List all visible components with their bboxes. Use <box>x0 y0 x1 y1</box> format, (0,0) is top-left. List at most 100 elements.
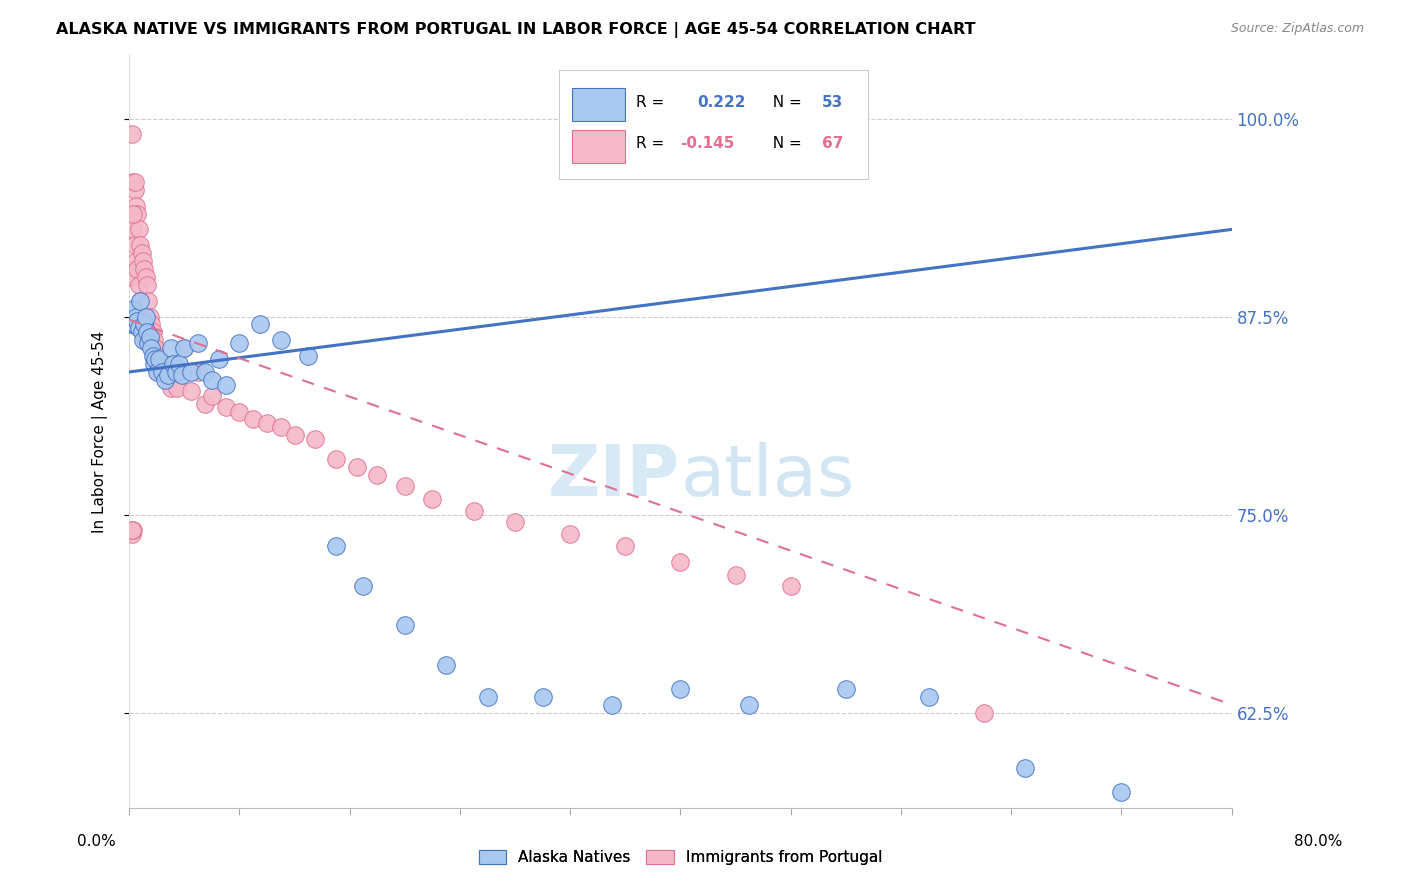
Point <box>159 381 181 395</box>
Point <box>139 330 162 344</box>
Point <box>170 368 193 383</box>
Point <box>201 373 224 387</box>
FancyBboxPatch shape <box>560 70 868 179</box>
Point <box>136 277 159 292</box>
Point <box>304 432 326 446</box>
Point <box>973 706 995 720</box>
Point <box>180 365 202 379</box>
Point <box>187 365 209 379</box>
FancyBboxPatch shape <box>572 88 626 121</box>
Point <box>148 357 170 371</box>
Legend: Alaska Natives, Immigrants from Portugal: Alaska Natives, Immigrants from Portugal <box>472 844 889 871</box>
Point <box>125 254 148 268</box>
Point <box>166 381 188 395</box>
Point <box>394 618 416 632</box>
Point <box>122 301 145 316</box>
Point <box>180 384 202 398</box>
Point <box>122 175 145 189</box>
Point <box>165 365 187 379</box>
Point <box>194 365 217 379</box>
Point <box>1111 785 1133 799</box>
Point <box>270 333 292 347</box>
Point <box>134 262 156 277</box>
Text: atlas: atlas <box>681 442 855 511</box>
Point <box>121 128 143 142</box>
Point <box>142 326 165 340</box>
Point <box>162 357 184 371</box>
Point <box>128 222 150 236</box>
Point <box>120 269 142 284</box>
Point <box>242 412 264 426</box>
Point <box>129 238 152 252</box>
Point <box>135 310 157 324</box>
Point <box>256 416 278 430</box>
Point <box>917 690 939 704</box>
Point <box>121 318 143 332</box>
Point <box>394 479 416 493</box>
Point <box>297 349 319 363</box>
Text: 0.222: 0.222 <box>697 95 745 110</box>
Point <box>325 452 347 467</box>
Point <box>366 467 388 482</box>
Point <box>560 526 582 541</box>
Text: ZIP: ZIP <box>548 442 681 511</box>
Point <box>270 420 292 434</box>
Point <box>669 555 692 569</box>
Point <box>122 206 145 220</box>
Point <box>127 314 149 328</box>
Point <box>141 318 163 332</box>
Point <box>136 326 159 340</box>
Point <box>128 320 150 334</box>
Point <box>503 516 526 530</box>
Point <box>228 404 250 418</box>
Text: N =: N = <box>763 95 801 110</box>
Point <box>132 318 155 332</box>
Point <box>135 269 157 284</box>
Point <box>121 318 143 332</box>
Text: Source: ZipAtlas.com: Source: ZipAtlas.com <box>1230 22 1364 36</box>
Point <box>143 357 166 371</box>
Point <box>150 365 173 379</box>
Point <box>128 277 150 292</box>
Text: 67: 67 <box>821 136 844 152</box>
Point <box>132 333 155 347</box>
Point <box>148 352 170 367</box>
Point <box>835 681 858 696</box>
Point <box>129 293 152 308</box>
Point <box>124 183 146 197</box>
Point <box>738 698 761 712</box>
Point <box>120 318 142 332</box>
Text: ALASKA NATIVE VS IMMIGRANTS FROM PORTUGAL IN LABOR FORCE | AGE 45-54 CORRELATION: ALASKA NATIVE VS IMMIGRANTS FROM PORTUGA… <box>56 22 976 38</box>
Point <box>135 333 157 347</box>
Point <box>1014 761 1036 775</box>
Point <box>214 377 236 392</box>
Point <box>131 310 153 324</box>
Point <box>145 365 167 379</box>
Point <box>142 349 165 363</box>
Point <box>131 246 153 260</box>
Point <box>143 352 166 367</box>
Point <box>173 341 195 355</box>
Point <box>156 368 179 383</box>
Point <box>153 373 176 387</box>
Point <box>138 336 160 351</box>
Text: N =: N = <box>763 136 801 152</box>
Point <box>214 400 236 414</box>
Point <box>145 349 167 363</box>
Point <box>159 341 181 355</box>
Point <box>194 397 217 411</box>
Point <box>121 524 143 538</box>
Text: R =: R = <box>637 136 669 152</box>
Point <box>187 336 209 351</box>
Point <box>228 336 250 351</box>
Point <box>346 460 368 475</box>
Point <box>724 567 747 582</box>
Text: 80.0%: 80.0% <box>1295 834 1343 848</box>
Point <box>173 341 195 355</box>
Point <box>131 326 153 340</box>
Point <box>153 368 176 383</box>
Point <box>779 579 801 593</box>
Point <box>353 579 375 593</box>
FancyBboxPatch shape <box>572 129 626 162</box>
Y-axis label: In Labor Force | Age 45-54: In Labor Force | Age 45-54 <box>93 330 108 533</box>
